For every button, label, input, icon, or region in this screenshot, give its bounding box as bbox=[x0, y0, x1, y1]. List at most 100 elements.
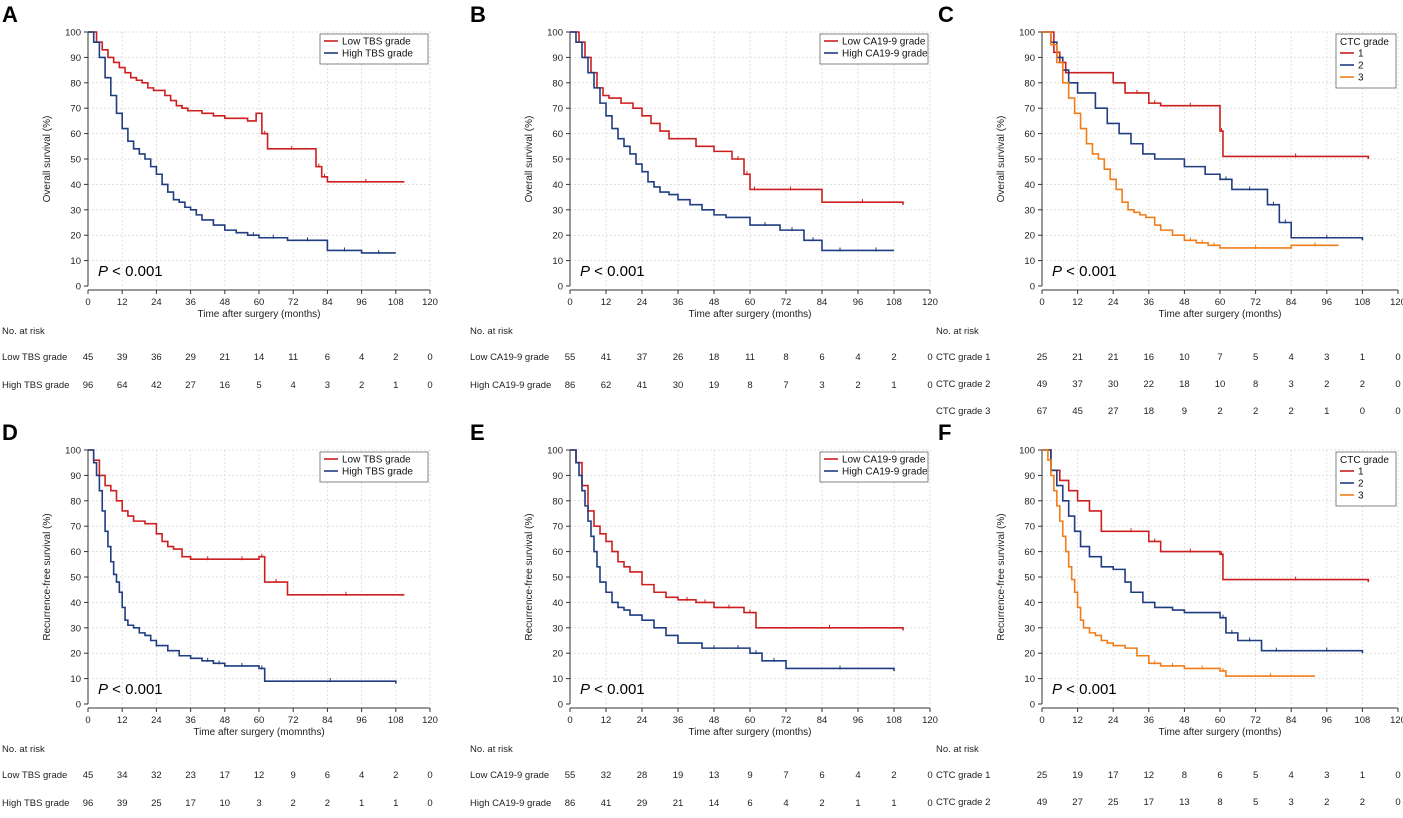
y-tick-label: 100 bbox=[1019, 446, 1035, 457]
x-tick-label: 24 bbox=[1108, 715, 1119, 726]
risk-count: 27 bbox=[1108, 406, 1119, 417]
risk-count: 55 bbox=[565, 352, 576, 363]
y-tick-label: 30 bbox=[552, 205, 563, 216]
x-tick-label: 108 bbox=[388, 715, 404, 726]
risk-count: 9 bbox=[747, 770, 752, 781]
risk-count: 9 bbox=[291, 770, 296, 781]
risk-count: 4 bbox=[783, 798, 788, 809]
risk-count: 3 bbox=[819, 380, 824, 391]
y-tick-label: 70 bbox=[70, 104, 81, 115]
risk-count: 4 bbox=[359, 770, 364, 781]
x-tick-label: 72 bbox=[288, 297, 299, 308]
p-value: P < 0.001 bbox=[1052, 681, 1117, 698]
risk-count: 55 bbox=[565, 770, 576, 781]
risk-count: 1 bbox=[891, 380, 896, 391]
y-tick-label: 10 bbox=[1024, 674, 1035, 685]
y-tick-label: 20 bbox=[552, 649, 563, 660]
risk-count: 0 bbox=[427, 798, 432, 809]
risk-count: 1 bbox=[393, 380, 398, 391]
risk-count: 19 bbox=[673, 770, 684, 781]
p-threshold: < 0.001 bbox=[1062, 681, 1117, 698]
risk-count: 4 bbox=[291, 380, 296, 391]
risk-count: 30 bbox=[673, 380, 684, 391]
risk-count: 41 bbox=[637, 380, 648, 391]
y-tick-label: 50 bbox=[552, 155, 563, 166]
risk-count: 0 bbox=[1395, 797, 1400, 808]
y-tick-label: 40 bbox=[1024, 180, 1035, 191]
risk-count: 10 bbox=[1215, 379, 1226, 390]
risk-count: 6 bbox=[747, 798, 752, 809]
km-curve-1 bbox=[570, 31, 904, 205]
y-tick-label: 70 bbox=[1024, 104, 1035, 115]
legend-frame bbox=[1335, 451, 1397, 507]
y-tick-label: 90 bbox=[70, 471, 81, 482]
risk-count: 3 bbox=[1289, 379, 1294, 390]
x-tick-label: 48 bbox=[220, 715, 231, 726]
risk-count: 37 bbox=[1072, 379, 1083, 390]
risk-count: 19 bbox=[709, 380, 720, 391]
risk-count: 7 bbox=[783, 770, 788, 781]
risk-count: 49 bbox=[1037, 797, 1048, 808]
x-tick-label: 60 bbox=[1215, 715, 1226, 726]
p-value: P < 0.001 bbox=[1052, 263, 1117, 280]
y-tick-label: 0 bbox=[558, 282, 563, 293]
y-tick-label: 80 bbox=[1024, 78, 1035, 89]
km-curve-2 bbox=[88, 449, 397, 684]
y-axis-title: Recurrence-free survival (%) bbox=[42, 513, 53, 640]
risk-row-label: CTC grade 3 bbox=[936, 406, 990, 417]
risk-count: 10 bbox=[220, 798, 231, 809]
risk-count: 8 bbox=[1182, 770, 1187, 781]
panel-letter: A bbox=[2, 2, 18, 27]
y-tick-label: 50 bbox=[1024, 573, 1035, 584]
y-tick-label: 10 bbox=[1024, 256, 1035, 267]
risk-count: 17 bbox=[1144, 797, 1155, 808]
risk-count: 96 bbox=[83, 798, 94, 809]
y-axis-title: Overall survival (%) bbox=[524, 116, 535, 203]
risk-count: 11 bbox=[288, 352, 298, 363]
x-tick-label: 96 bbox=[1322, 297, 1333, 308]
km-curve-3 bbox=[1042, 449, 1315, 677]
risk-count: 6 bbox=[819, 770, 824, 781]
risk-count: 5 bbox=[1253, 770, 1258, 781]
risk-count: 32 bbox=[601, 770, 612, 781]
risk-count: 0 bbox=[1395, 379, 1400, 390]
x-tick-label: 96 bbox=[1322, 715, 1333, 726]
risk-table-title: No. at risk bbox=[470, 744, 513, 755]
x-tick-label: 36 bbox=[673, 715, 684, 726]
y-tick-label: 60 bbox=[70, 547, 81, 558]
y-tick-label: 30 bbox=[70, 623, 81, 634]
panel-letter: D bbox=[2, 420, 18, 445]
x-tick-label: 96 bbox=[356, 297, 367, 308]
x-tick-label: 84 bbox=[817, 297, 828, 308]
y-tick-label: 100 bbox=[1019, 28, 1035, 39]
x-tick-label: 120 bbox=[1390, 715, 1403, 726]
km-curve-3 bbox=[1042, 31, 1339, 249]
risk-table-title: No. at risk bbox=[936, 744, 979, 755]
risk-row-label: Low CA19-9 grade bbox=[470, 352, 549, 363]
x-axis-title: Time after surgery (momnths) bbox=[193, 727, 324, 738]
y-tick-label: 60 bbox=[70, 129, 81, 140]
x-tick-label: 48 bbox=[220, 297, 231, 308]
y-axis-title: Overall survival (%) bbox=[996, 116, 1007, 203]
risk-count: 2 bbox=[325, 798, 330, 809]
risk-count: 67 bbox=[1037, 406, 1048, 417]
y-tick-label: 100 bbox=[547, 28, 563, 39]
y-tick-label: 100 bbox=[65, 28, 81, 39]
risk-row-label: CTC grade 2 bbox=[936, 797, 990, 808]
x-tick-label: 84 bbox=[817, 715, 828, 726]
y-tick-label: 40 bbox=[1024, 598, 1035, 609]
risk-count: 45 bbox=[83, 352, 94, 363]
x-tick-label: 12 bbox=[601, 715, 612, 726]
risk-count: 6 bbox=[819, 352, 824, 363]
risk-count: 28 bbox=[637, 770, 648, 781]
risk-count: 0 bbox=[927, 770, 932, 781]
risk-count: 6 bbox=[325, 352, 330, 363]
x-axis-title: Time after surgery (months) bbox=[689, 727, 812, 738]
risk-count: 39 bbox=[117, 352, 128, 363]
risk-count: 86 bbox=[565, 380, 576, 391]
risk-count: 42 bbox=[151, 380, 162, 391]
